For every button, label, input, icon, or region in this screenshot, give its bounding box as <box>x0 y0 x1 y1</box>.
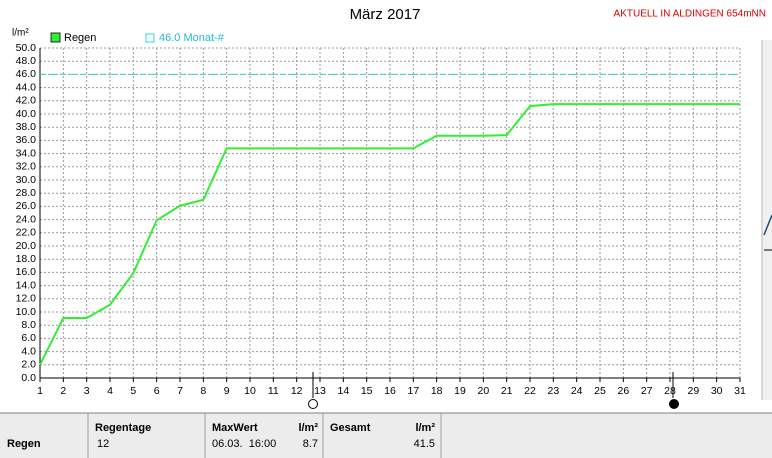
y-tick-label: 44.0 <box>16 81 37 93</box>
y-tick-label: 48.0 <box>16 55 37 67</box>
side-icon <box>763 214 772 236</box>
station-label: AKTUELL IN ALDINGEN 654mNN <box>614 9 766 20</box>
x-tick-label: 20 <box>477 385 489 397</box>
y-tick-label: 4.0 <box>21 345 36 357</box>
x-tick-label: 21 <box>501 385 513 397</box>
x-tick-label: 31 <box>734 385 746 397</box>
x-tick-label: 22 <box>524 385 536 397</box>
chart-title: März 2017 <box>350 6 421 23</box>
x-tick-label: 9 <box>224 385 230 397</box>
x-tick-label: 8 <box>200 385 206 397</box>
y-tick-label: 2.0 <box>21 359 36 371</box>
y-tick-label: 0.0 <box>21 372 36 384</box>
x-tick-label: 14 <box>337 385 349 397</box>
y-tick-label: 16.0 <box>16 266 37 278</box>
x-tick-label: 6 <box>154 385 160 397</box>
y-tick-label: 36.0 <box>16 134 37 146</box>
legend-label: 46.0 Monat-# <box>159 32 225 44</box>
x-tick-label: 28 <box>664 385 676 397</box>
data-line <box>39 103 740 366</box>
x-tick-label: 29 <box>687 385 699 397</box>
table-cell: 12 <box>97 438 109 450</box>
legend-swatch <box>50 32 61 43</box>
y-tick-label: 26.0 <box>16 200 37 212</box>
row-label: Regen <box>7 438 41 450</box>
x-tick-label: 24 <box>571 385 583 397</box>
table-header: Regentage <box>95 422 151 434</box>
y-tick-label: 42.0 <box>16 95 37 107</box>
x-tick-label: 13 <box>314 385 326 397</box>
y-tick-label: 24.0 <box>16 213 37 225</box>
day-marker <box>669 399 679 409</box>
y-axis-label: l/m² <box>12 28 29 39</box>
x-tick-label: 2 <box>60 385 66 397</box>
y-tick-label: 22.0 <box>16 227 37 239</box>
y-tick-label: 6.0 <box>21 332 36 344</box>
x-tick-label: 10 <box>244 385 256 397</box>
table-cell: 41.5 <box>414 438 435 450</box>
x-tick-label: 26 <box>617 385 629 397</box>
x-tick-label: 12 <box>291 385 303 397</box>
y-tick-label: 12.0 <box>16 293 37 305</box>
y-tick-label: 28.0 <box>16 187 37 199</box>
x-tick-label: 30 <box>711 385 723 397</box>
y-tick-label: 20.0 <box>16 240 37 252</box>
table-background <box>0 413 772 458</box>
x-tick-label: 23 <box>547 385 559 397</box>
x-tick-label: 27 <box>641 385 653 397</box>
x-tick-label: 3 <box>84 385 90 397</box>
table-header: MaxWert <box>212 422 258 434</box>
table-header: l/m² <box>415 422 435 434</box>
y-tick-label: 34.0 <box>16 147 37 159</box>
x-tick-label: 11 <box>268 385 279 397</box>
table-header: Gesamt <box>330 422 371 434</box>
y-tick-label: 14.0 <box>16 279 37 291</box>
y-tick-label: 30.0 <box>16 174 37 186</box>
x-tick-label: 1 <box>37 385 43 397</box>
table-cell: 8.7 <box>303 438 318 450</box>
legend-swatch <box>145 33 155 43</box>
x-tick-label: 18 <box>431 385 443 397</box>
x-tick-label: 25 <box>594 385 606 397</box>
y-tick-label: 46.0 <box>16 68 37 80</box>
x-tick-label: 4 <box>107 385 113 397</box>
x-tick-label: 19 <box>454 385 466 397</box>
y-tick-label: 10.0 <box>16 306 37 318</box>
y-tick-label: 18.0 <box>16 253 37 265</box>
y-tick-label: 50.0 <box>16 42 37 54</box>
y-tick-label: 38.0 <box>16 121 37 133</box>
day-marker <box>308 399 318 409</box>
x-tick-label: 16 <box>384 385 396 397</box>
x-tick-label: 15 <box>361 385 373 397</box>
y-tick-label: 40.0 <box>16 108 37 120</box>
table-cell: 06.03. 16:00 <box>212 438 276 450</box>
table-header: l/m² <box>298 422 318 434</box>
y-tick-label: 32.0 <box>16 161 37 173</box>
x-tick-label: 17 <box>407 385 419 397</box>
legend-label: Regen <box>64 32 96 44</box>
x-tick-label: 5 <box>130 385 136 397</box>
side-panel <box>763 40 772 400</box>
x-tick-label: 7 <box>177 385 183 397</box>
y-tick-label: 8.0 <box>21 319 36 331</box>
